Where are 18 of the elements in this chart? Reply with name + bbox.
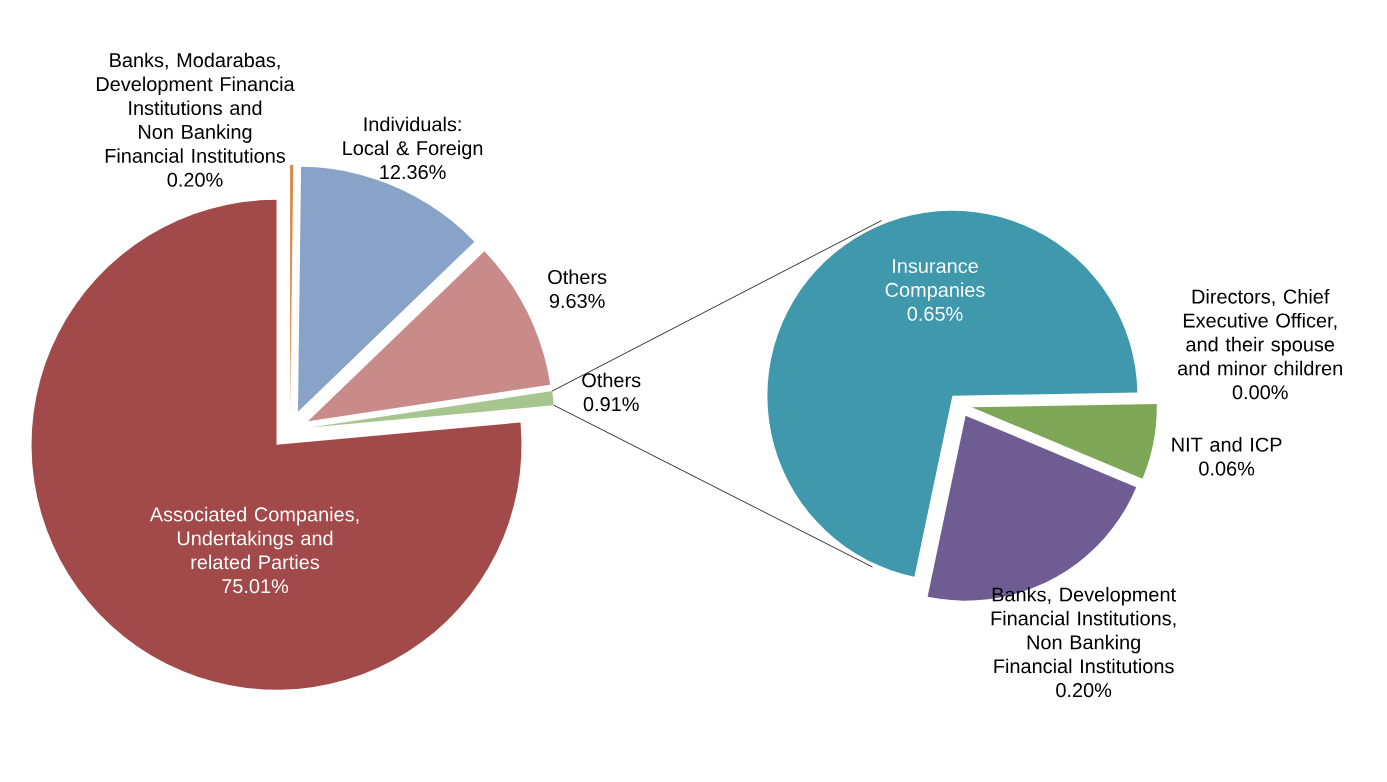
data-label: 0.20% <box>1056 683 1112 698</box>
data-label: 75.01% <box>222 579 289 594</box>
category-label: Directors, Chief Executive Officer, and their spouse and minor children <box>1178 289 1342 376</box>
slice-label: Insurance Companies <box>885 259 985 301</box>
slice-label: NIT and ICP <box>1172 437 1282 452</box>
slice-label: Banks, Development Financial Institutions, Non Banking Financial Institutions <box>991 586 1176 674</box>
text: 0.00% <box>1232 385 1288 400</box>
slice-label: Individuals: Local & Foreign <box>343 116 483 160</box>
data-label: 0.06% <box>1199 461 1255 476</box>
slice-label: Others <box>548 269 607 285</box>
data-label: 0.20% <box>167 172 223 187</box>
slice-label: Banks, Modarabas, Development Financia Institutions and Non Banking Financial Institutions <box>96 52 295 163</box>
data-label: 9.63% <box>549 293 605 309</box>
data-label: 0.91% <box>583 397 639 412</box>
slice-label: Associated Companies, Undertakings and related Parties <box>149 506 359 570</box>
slice-label: Others <box>582 372 641 388</box>
data-label: 0.65% <box>907 306 963 321</box>
data-label: 12.36% <box>380 165 446 180</box>
